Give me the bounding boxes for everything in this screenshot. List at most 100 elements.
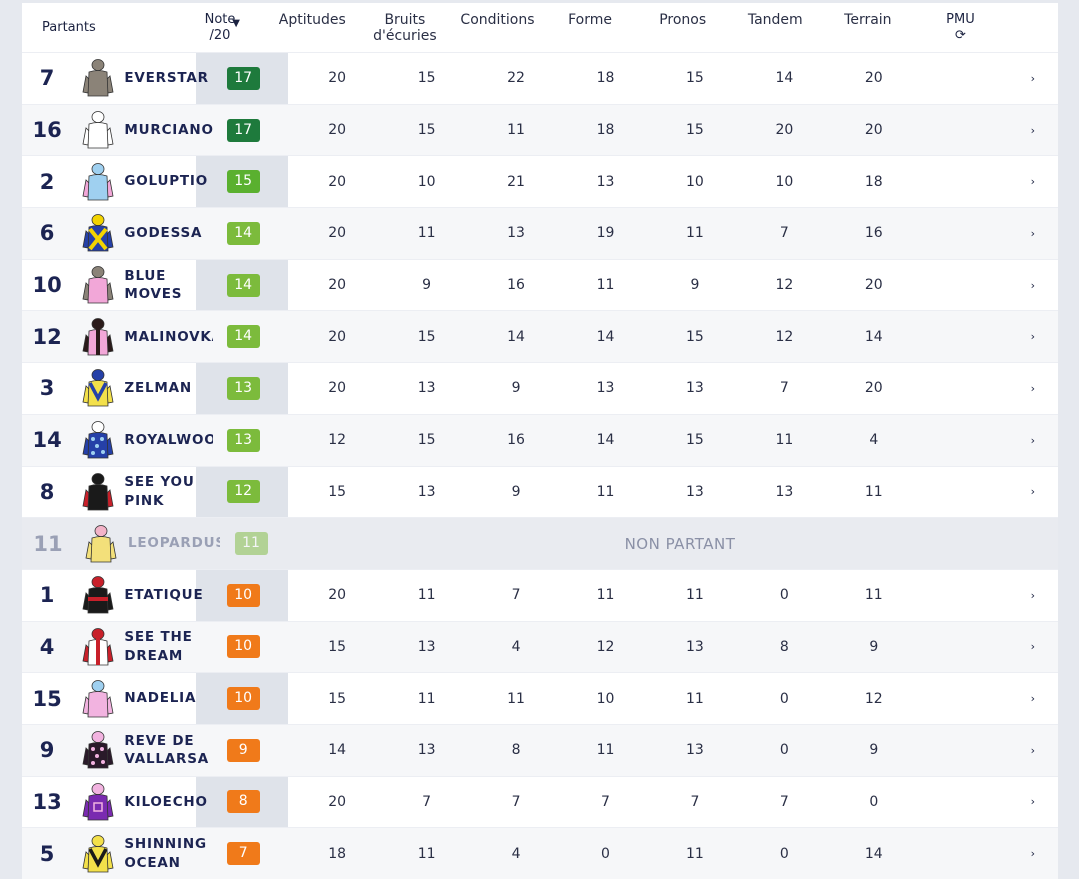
runner-row[interactable]: 13 KILOECHO 8 20 7 7 7 7 7 0 › — [22, 775, 1058, 828]
runner-name[interactable]: REVE DE VALLARSA — [124, 732, 209, 768]
runner-name[interactable]: ZELMAN — [124, 380, 192, 397]
header-col-tandem[interactable]: Tandem — [729, 12, 822, 44]
score-cell: 16 — [507, 277, 525, 294]
runner-row[interactable]: 1 ETATIQUE 10 20 11 7 11 11 0 11 › — [22, 568, 1058, 621]
chevron-right-icon[interactable]: › — [1030, 743, 1035, 757]
runner-name[interactable]: GOLUPTIO — [124, 173, 209, 190]
runner-name[interactable]: MURCIANO — [124, 121, 214, 138]
chevron-right-icon[interactable]: › — [1030, 330, 1035, 344]
score-cell: 11 — [686, 845, 704, 862]
header-partants[interactable]: Partants — [42, 20, 96, 35]
header-col-label: Tandem — [747, 11, 803, 28]
runner-row[interactable]: 4 SEE THE DREAM 10 15 13 4 12 13 8 9 › — [22, 620, 1058, 673]
runner-row[interactable]: 12 MALINOVKA 14 20 15 14 14 15 12 14 › — [22, 310, 1058, 363]
chevron-right-icon[interactable]: › — [1030, 433, 1035, 447]
note-badge: 7 — [226, 842, 260, 866]
chevron-right-icon[interactable]: › — [1030, 485, 1035, 499]
runner-row[interactable]: 6 GODESSA 14 20 11 13 19 11 7 16 › — [22, 207, 1058, 259]
runner-name[interactable]: NADELIA — [124, 690, 197, 707]
chevron-right-icon[interactable]: › — [1030, 847, 1035, 861]
chevron-right-icon[interactable]: › — [1030, 692, 1035, 706]
score-cell: 7 — [511, 793, 521, 810]
chevron-right-icon[interactable]: › — [1030, 278, 1035, 292]
runner-row[interactable]: 10 BLUE MOVES 14 20 9 16 11 9 12 20 › — [22, 258, 1058, 311]
chevron-right-icon[interactable]: › — [1030, 588, 1035, 602]
score-cell: 15 — [417, 328, 436, 345]
refresh-icon[interactable]: ⟳ — [955, 27, 966, 43]
jockey-silk-icon — [72, 58, 124, 98]
runner-row[interactable]: 2 GOLUPTIO 15 20 10 21 13 10 10 18 › — [22, 155, 1058, 207]
score-cell: 20 — [864, 277, 883, 294]
score-cell: 20 — [864, 380, 883, 397]
runner-name[interactable]: SEE THE DREAM — [124, 629, 193, 664]
header-pmu[interactable]: PMU ⟳ — [914, 12, 1007, 44]
note-badge: 10 — [226, 687, 260, 711]
score-cell: 4 — [511, 638, 521, 655]
chevron-right-icon[interactable]: › — [1030, 123, 1035, 137]
non-partant-label: NON PARTANT — [624, 534, 736, 553]
jockey-silk-icon — [72, 110, 124, 150]
runner-name[interactable]: BLUE MOVES — [124, 267, 183, 303]
score-cell: 7 — [511, 587, 521, 604]
jockey-silk-icon — [74, 524, 128, 564]
caret-down-icon[interactable]: ▼ — [232, 17, 240, 29]
runner-name[interactable]: MALINOVKA — [124, 328, 214, 345]
chevron-right-icon[interactable]: › — [1030, 71, 1035, 85]
score-cell: 11 — [507, 122, 525, 139]
runner-row[interactable]: 14 ROYALWOOD 13 12 15 16 14 15 11 4 › — [22, 413, 1058, 466]
header-col-pronos[interactable]: Pronos — [636, 12, 729, 44]
runner-row[interactable]: 7 EVERSTAR 17 20 15 22 18 15 14 20 › — [22, 52, 1058, 104]
header-note[interactable]: Note /20 ▼ — [174, 12, 266, 44]
score-cell: 13 — [417, 742, 436, 759]
score-cell: 20 — [328, 277, 347, 294]
score-cell: 8 — [511, 742, 521, 759]
header-col-aptitudes[interactable]: Aptitudes — [266, 12, 359, 44]
runner-row[interactable]: 9 REVE DE VALLARSA 9 14 13 8 11 13 0 9 › — [22, 723, 1058, 776]
score-cell: 11 — [596, 483, 615, 500]
score-cell: 14 — [507, 328, 525, 345]
runner-row[interactable]: 8 SEE YOU PINK 12 15 13 9 11 13 13 11 › — [22, 465, 1058, 518]
jockey-silk-icon — [72, 368, 124, 408]
runner-name[interactable]: ETATIQUE — [124, 586, 204, 603]
runners-table: Partants Note /20 ▼ Aptitudes Bruits d'écu… — [22, 3, 1058, 879]
score-cell: 13 — [686, 742, 704, 759]
header-col-label: Aptitudes — [278, 11, 346, 28]
runner-row[interactable]: 16 MURCIANO 17 20 15 11 18 15 20 20 › — [22, 103, 1058, 156]
header-col-terrain[interactable]: Terrain — [822, 12, 915, 44]
chevron-right-icon[interactable]: › — [1030, 175, 1035, 189]
runner-name[interactable]: EVERSTAR — [124, 70, 209, 87]
runner-number: 7 — [39, 66, 55, 91]
runner-number: 3 — [39, 376, 55, 401]
chevron-right-icon[interactable]: › — [1030, 640, 1035, 654]
runner-row[interactable]: 15 NADELIA 10 15 11 11 10 11 0 12 › — [22, 672, 1058, 724]
score-cell: 0 — [779, 845, 789, 862]
chevron-right-icon[interactable]: › — [1030, 381, 1035, 395]
runner-name[interactable]: LEOPARDUSO — [128, 535, 220, 552]
runner-row[interactable]: 11 LEOPARDUSO 11 NON PARTANT — [22, 517, 1058, 569]
runner-name[interactable]: ROYALWOOD — [124, 431, 214, 448]
header-col-bruits[interactable]: Bruits d'écuries — [359, 12, 452, 44]
header-col-forme[interactable]: Forme — [544, 12, 637, 44]
score-cell: 7 — [601, 793, 610, 810]
runner-row[interactable]: 5 SHINNING OCEAN 7 18 11 4 0 11 0 14 › — [22, 827, 1058, 879]
chevron-right-icon[interactable]: › — [1030, 226, 1035, 240]
score-cell: 13 — [417, 638, 436, 655]
note-badge: 12 — [226, 480, 260, 504]
score-cell: 11 — [417, 845, 436, 862]
runner-row[interactable]: 3 ZELMAN 13 20 13 9 13 13 7 20 › — [22, 362, 1058, 414]
chevron-right-icon[interactable]: › — [1030, 795, 1035, 809]
runner-name[interactable]: SHINNING OCEAN — [124, 836, 207, 871]
score-cell: 13 — [686, 380, 704, 397]
runner-name[interactable]: SEE YOU PINK — [124, 474, 195, 509]
score-cell: 12 — [775, 277, 794, 294]
jockey-silk-icon — [72, 730, 124, 770]
runner-name[interactable]: KILOECHO — [124, 793, 208, 810]
runner-number: 11 — [33, 531, 63, 556]
score-cell: 11 — [864, 483, 883, 500]
score-cell: 7 — [690, 793, 700, 810]
score-cell: 9 — [869, 742, 879, 759]
score-cell: 12 — [328, 432, 347, 449]
score-cell: 11 — [775, 432, 794, 449]
runner-name[interactable]: GODESSA — [124, 225, 203, 242]
header-col-conditions[interactable]: Conditions — [451, 12, 544, 44]
